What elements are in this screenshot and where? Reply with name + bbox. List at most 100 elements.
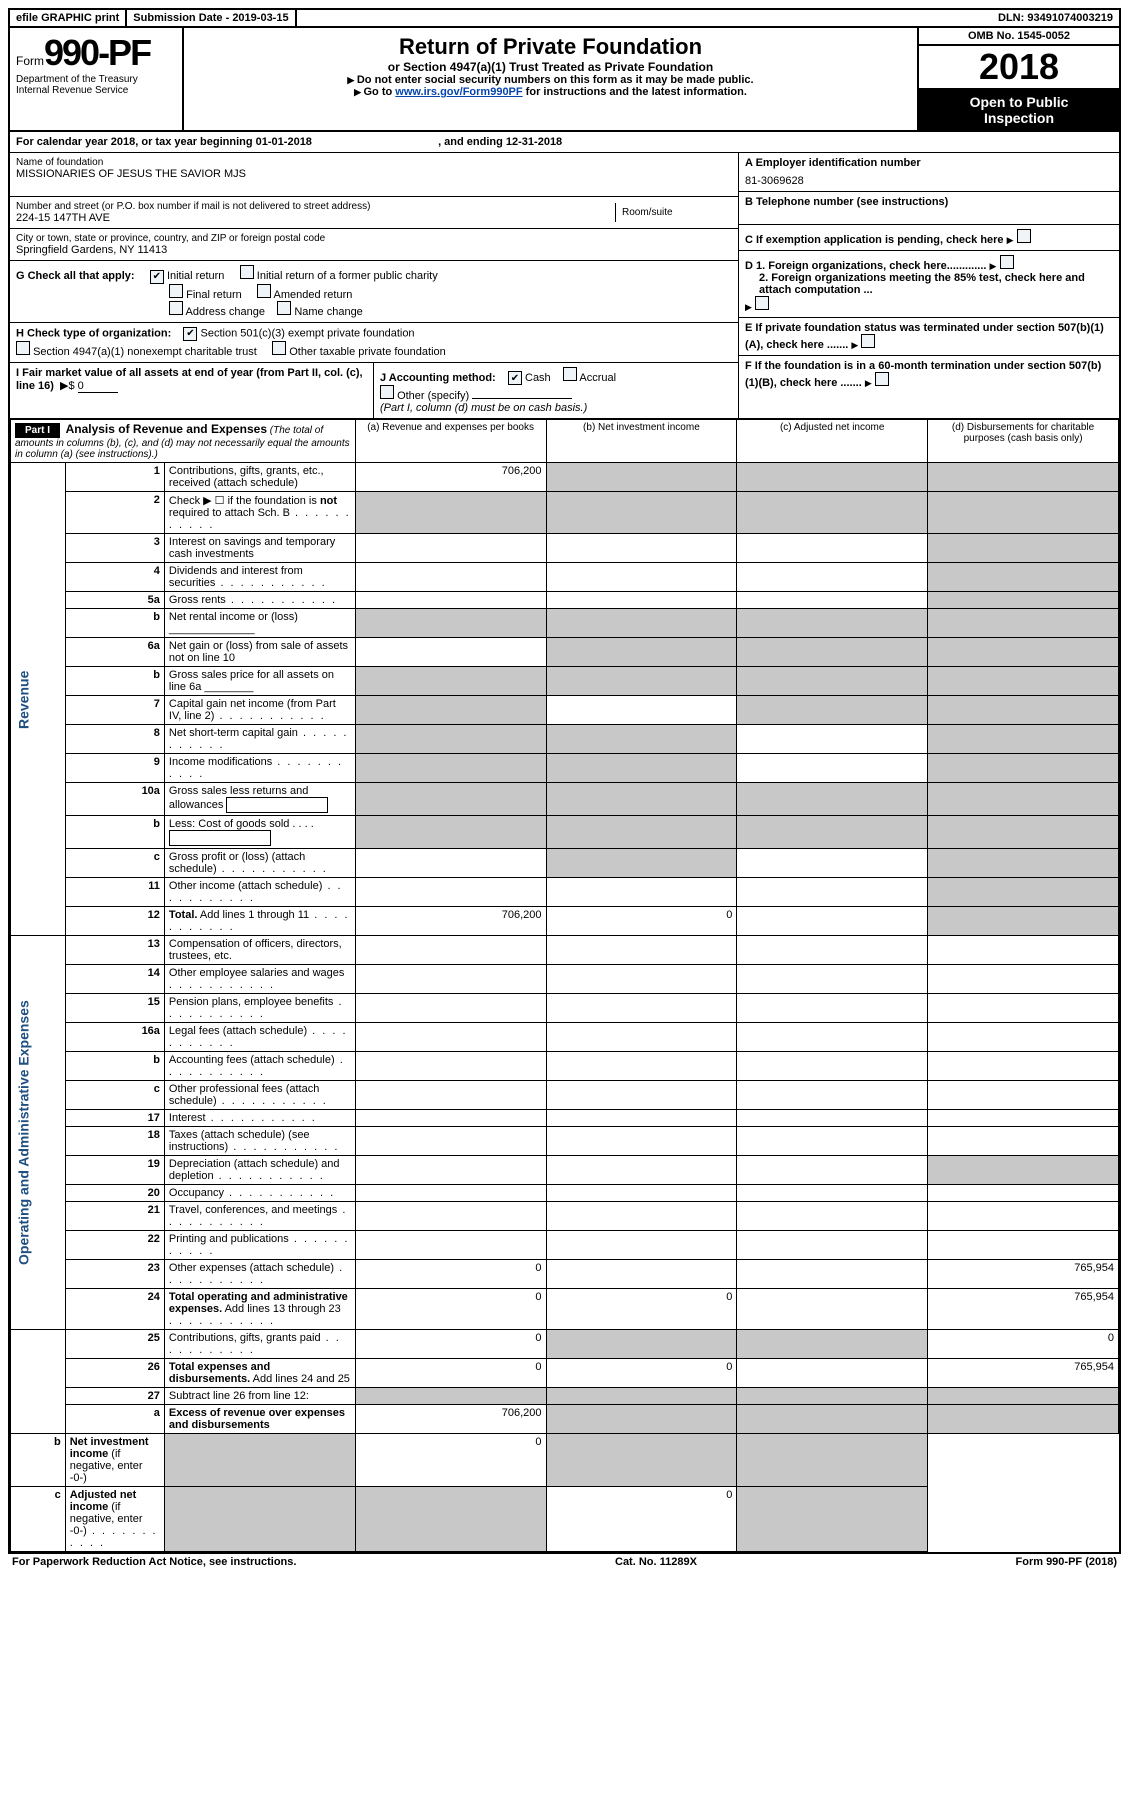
value-cell <box>737 816 928 849</box>
row-description: Net rental income or (loss) ____________… <box>164 609 355 638</box>
chk-initial-former[interactable] <box>240 265 254 279</box>
value-cell <box>928 1081 1119 1110</box>
part1-label: Part I <box>15 423 60 438</box>
opt-address-change: Address change <box>186 306 266 318</box>
row-number: 12 <box>65 907 164 936</box>
chk-cash[interactable] <box>508 371 522 385</box>
opt-501c3: Section 501(c)(3) exempt private foundat… <box>201 327 415 339</box>
col-b-header: (b) Net investment income <box>546 419 737 463</box>
value-cell <box>737 667 928 696</box>
row-description: Gross rents <box>164 592 355 609</box>
value-cell <box>928 492 1119 534</box>
value-cell <box>928 563 1119 592</box>
form-container: efile GRAPHIC print Submission Date - 20… <box>8 8 1121 1554</box>
value-cell <box>355 936 546 965</box>
value-cell <box>928 907 1119 936</box>
row-number: a <box>65 1405 164 1434</box>
value-cell <box>355 609 546 638</box>
row-description: Net gain or (loss) from sale of assets n… <box>164 638 355 667</box>
row-description: Net short-term capital gain <box>164 725 355 754</box>
row-description: Capital gain net income (from Part IV, l… <box>164 696 355 725</box>
value-cell <box>355 1156 546 1185</box>
table-row: 27Subtract line 26 from line 12: <box>11 1388 1119 1405</box>
value-cell <box>737 1185 928 1202</box>
chk-501c3[interactable] <box>183 327 197 341</box>
value-cell <box>928 965 1119 994</box>
table-row: 19Depreciation (attach schedule) and dep… <box>11 1156 1119 1185</box>
value-cell <box>737 725 928 754</box>
value-cell <box>737 1260 928 1289</box>
row-number: 7 <box>65 696 164 725</box>
i-label: I Fair market value of all assets at end… <box>16 367 363 392</box>
submission-date: Submission Date - 2019-03-15 <box>127 10 296 26</box>
value-cell <box>928 849 1119 878</box>
value-cell <box>928 1156 1119 1185</box>
city-value: Springfield Gardens, NY 11413 <box>16 244 732 256</box>
value-cell <box>355 1052 546 1081</box>
table-row: cAdjusted net income (if negative, enter… <box>11 1487 1119 1552</box>
row-description: Pension plans, employee benefits <box>164 994 355 1023</box>
value-cell <box>928 1023 1119 1052</box>
row-number: 24 <box>65 1289 164 1330</box>
chk-initial-return[interactable] <box>150 270 164 284</box>
row-number: b <box>65 1052 164 1081</box>
chk-amended[interactable] <box>257 284 271 298</box>
table-row: bLess: Cost of goods sold . . . . <box>11 816 1119 849</box>
opt-other-taxable: Other taxable private foundation <box>289 346 446 358</box>
value-cell <box>546 1405 737 1434</box>
value-cell: 0 <box>546 1487 737 1552</box>
chk-d2[interactable] <box>755 296 769 310</box>
value-cell <box>546 1388 737 1405</box>
value-cell <box>355 1127 546 1156</box>
value-cell <box>737 1231 928 1260</box>
ssn-warning: Do not enter social security numbers on … <box>190 74 911 86</box>
chk-address-change[interactable] <box>169 301 183 315</box>
chk-f[interactable] <box>875 372 889 386</box>
table-row: 4Dividends and interest from securities <box>11 563 1119 592</box>
value-cell <box>546 936 737 965</box>
row-description: Taxes (attach schedule) (see instruction… <box>164 1127 355 1156</box>
value-cell: 765,954 <box>928 1260 1119 1289</box>
otp-line2: Inspection <box>984 110 1054 126</box>
value-cell: 706,200 <box>355 907 546 936</box>
table-row: bNet investment income (if negative, ent… <box>11 1434 1119 1487</box>
value-cell <box>928 1185 1119 1202</box>
value-cell: 706,200 <box>355 463 546 492</box>
chk-e[interactable] <box>861 334 875 348</box>
value-cell <box>355 783 546 816</box>
row-description: Interest <box>164 1110 355 1127</box>
chk-4947[interactable] <box>16 341 30 355</box>
chk-name-change[interactable] <box>277 301 291 315</box>
value-cell <box>355 1185 546 1202</box>
chk-c[interactable] <box>1017 229 1031 243</box>
row-number: 20 <box>65 1185 164 1202</box>
row-description: Net investment income (if negative, ente… <box>65 1434 164 1487</box>
chk-d1[interactable] <box>1000 255 1014 269</box>
table-row: Revenue1Contributions, gifts, grants, et… <box>11 463 1119 492</box>
value-cell <box>737 936 928 965</box>
value-cell <box>928 592 1119 609</box>
chk-other-method[interactable] <box>380 385 394 399</box>
col-c-header: (c) Adjusted net income <box>737 419 928 463</box>
value-cell <box>737 1052 928 1081</box>
value-cell <box>355 816 546 849</box>
value-cell <box>737 754 928 783</box>
value-cell <box>928 1202 1119 1231</box>
chk-final-return[interactable] <box>169 284 183 298</box>
value-cell <box>928 1405 1119 1434</box>
row-description: Occupancy <box>164 1185 355 1202</box>
box-d: D 1. Foreign organizations, check here..… <box>739 251 1119 318</box>
value-cell <box>546 878 737 907</box>
col-a-header: (a) Revenue and expenses per books <box>355 419 546 463</box>
instructions-link[interactable]: www.irs.gov/Form990PF <box>395 86 522 98</box>
value-cell: 0 <box>546 1359 737 1388</box>
chk-accrual[interactable] <box>563 367 577 381</box>
value-cell <box>546 1330 737 1359</box>
box-a: A Employer identification number 81-3069… <box>739 153 1119 192</box>
calendar-year-row: For calendar year 2018, or tax year begi… <box>10 130 1119 153</box>
row-number: 25 <box>65 1330 164 1359</box>
value-cell <box>737 492 928 534</box>
chk-other-taxable[interactable] <box>272 341 286 355</box>
j-label: J Accounting method: <box>380 372 496 384</box>
row-description: Gross sales price for all assets on line… <box>164 667 355 696</box>
